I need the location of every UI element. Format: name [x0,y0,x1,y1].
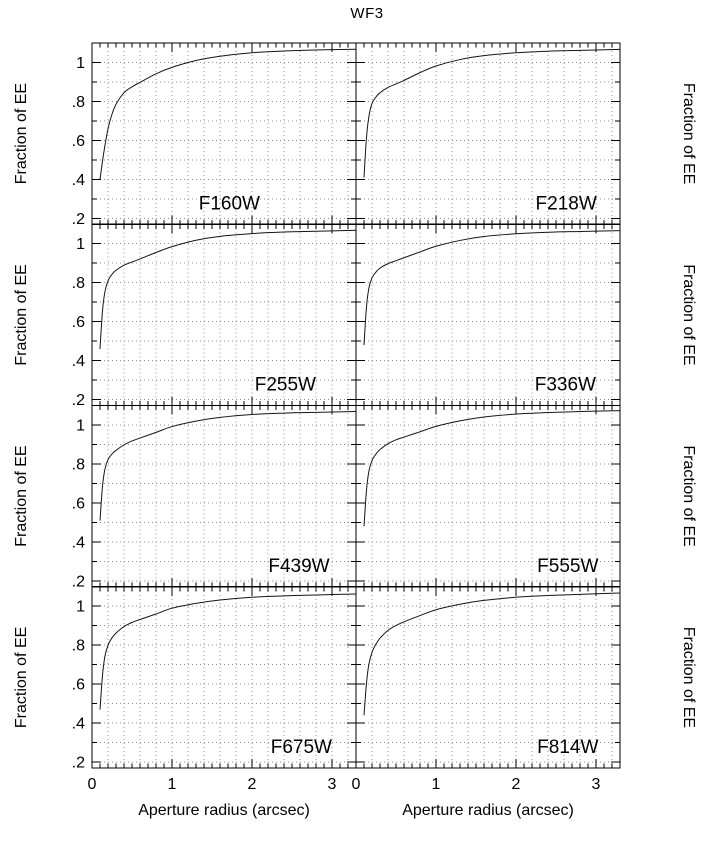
y-tick-label: .8 [72,456,85,473]
filter-label-F555W: F555W [537,556,598,577]
tick-marks [356,43,620,225]
y-tick-label: .4 [72,534,85,551]
y-tick-label: .4 [72,716,85,733]
x-axis-title: Aperture radius (arcsec) [402,802,574,819]
chart-title: WF3 [350,5,384,22]
tick-marks [356,224,620,406]
x-axis-title: Aperture radius (arcsec) [138,802,310,819]
y-tick-label: .2 [72,755,85,772]
x-tick-label: 0 [352,776,361,793]
y-axis-title-right: Fraction of EE [680,627,697,728]
y-axis-title-left: Fraction of EE [13,445,30,546]
ee-curve-F675W [99,593,357,710]
tick-marks [356,586,620,768]
y-tick-label: .6 [72,677,85,694]
tick-marks [92,43,356,225]
y-tick-label: .6 [72,495,85,512]
y-tick-label: .8 [72,94,85,111]
ee-curve-F814W [363,592,621,716]
x-tick-label: 3 [328,776,337,793]
panel-border [91,223,357,407]
y-tick-label: .4 [72,353,85,370]
y-axis-title-left: Fraction of EE [13,264,30,365]
ee-curve-F218W [363,48,621,178]
y-tick-label: .8 [72,275,85,292]
x-tick-label: 0 [88,776,97,793]
grid-lines [356,224,620,406]
x-tick-label: 2 [512,776,521,793]
tick-marks [92,224,356,406]
panel-F814W: F814W 0 1 2 3 [352,586,621,793]
y-axis-title-left: Fraction of EE [13,83,30,184]
x-tick-label: 1 [432,776,441,793]
ee-curve-F336W [363,230,621,346]
y-axis-title-right: Fraction of EE [680,445,697,546]
panel-F675W: F675W .2 .4 .6 .8 1 0 1 2 3 [72,586,357,793]
y-tick-label: 1 [76,55,85,72]
filter-label-F439W: F439W [268,556,329,577]
filter-label-F255W: F255W [255,375,316,396]
filter-label-F218W: F218W [536,193,597,214]
y-tick-label: .8 [72,638,85,655]
filter-label-F336W: F336W [535,375,596,396]
grid-lines [92,405,356,587]
filter-label-F160W: F160W [199,193,260,214]
y-tick-label: .2 [72,573,85,590]
y-tick-label: .6 [72,314,85,331]
y-tick-label: .2 [72,211,85,228]
y-tick-label: .4 [72,172,85,189]
ee-curve-F160W [99,48,357,180]
ee-curve-F439W [99,411,357,521]
y-axis-title-right: Fraction of EE [680,264,697,365]
y-tick-label: .2 [72,392,85,409]
panel-F218W: F218W [355,42,621,225]
x-tick-label: 2 [248,776,257,793]
tick-marks [92,586,356,768]
y-tick-label: 1 [76,236,85,253]
panel-F555W: F555W [355,404,621,588]
panel-border [355,586,621,769]
grid-lines [356,586,620,768]
y-tick-label: 1 [76,417,85,434]
x-tick-label: 1 [168,776,177,793]
filter-label-F814W: F814W [537,737,598,758]
grid-lines [92,586,356,768]
grid-lines [92,224,356,406]
panel-F336W: F336W [355,223,621,407]
tick-marks [92,405,356,587]
y-axis-title-left: Fraction of EE [13,627,30,728]
ee-curve-F255W [99,229,357,350]
y-tick-label: 1 [76,599,85,616]
panel-F439W: F439W .2 .4 .6 .8 1 [72,404,357,590]
x-tick-label: 3 [592,776,601,793]
tick-marks [356,405,620,587]
grid-lines [92,43,356,225]
filter-label-F675W: F675W [271,737,332,758]
y-axis-title-right: Fraction of EE [680,83,697,184]
ee-curve-F555W [363,410,621,527]
panel-F255W: F255W .2 .4 .6 .8 1 [72,223,357,409]
panel-F160W: F160W .2 .4 .6 .8 1 [72,42,357,228]
y-tick-label: .6 [72,133,85,150]
grid-lines [356,405,620,587]
